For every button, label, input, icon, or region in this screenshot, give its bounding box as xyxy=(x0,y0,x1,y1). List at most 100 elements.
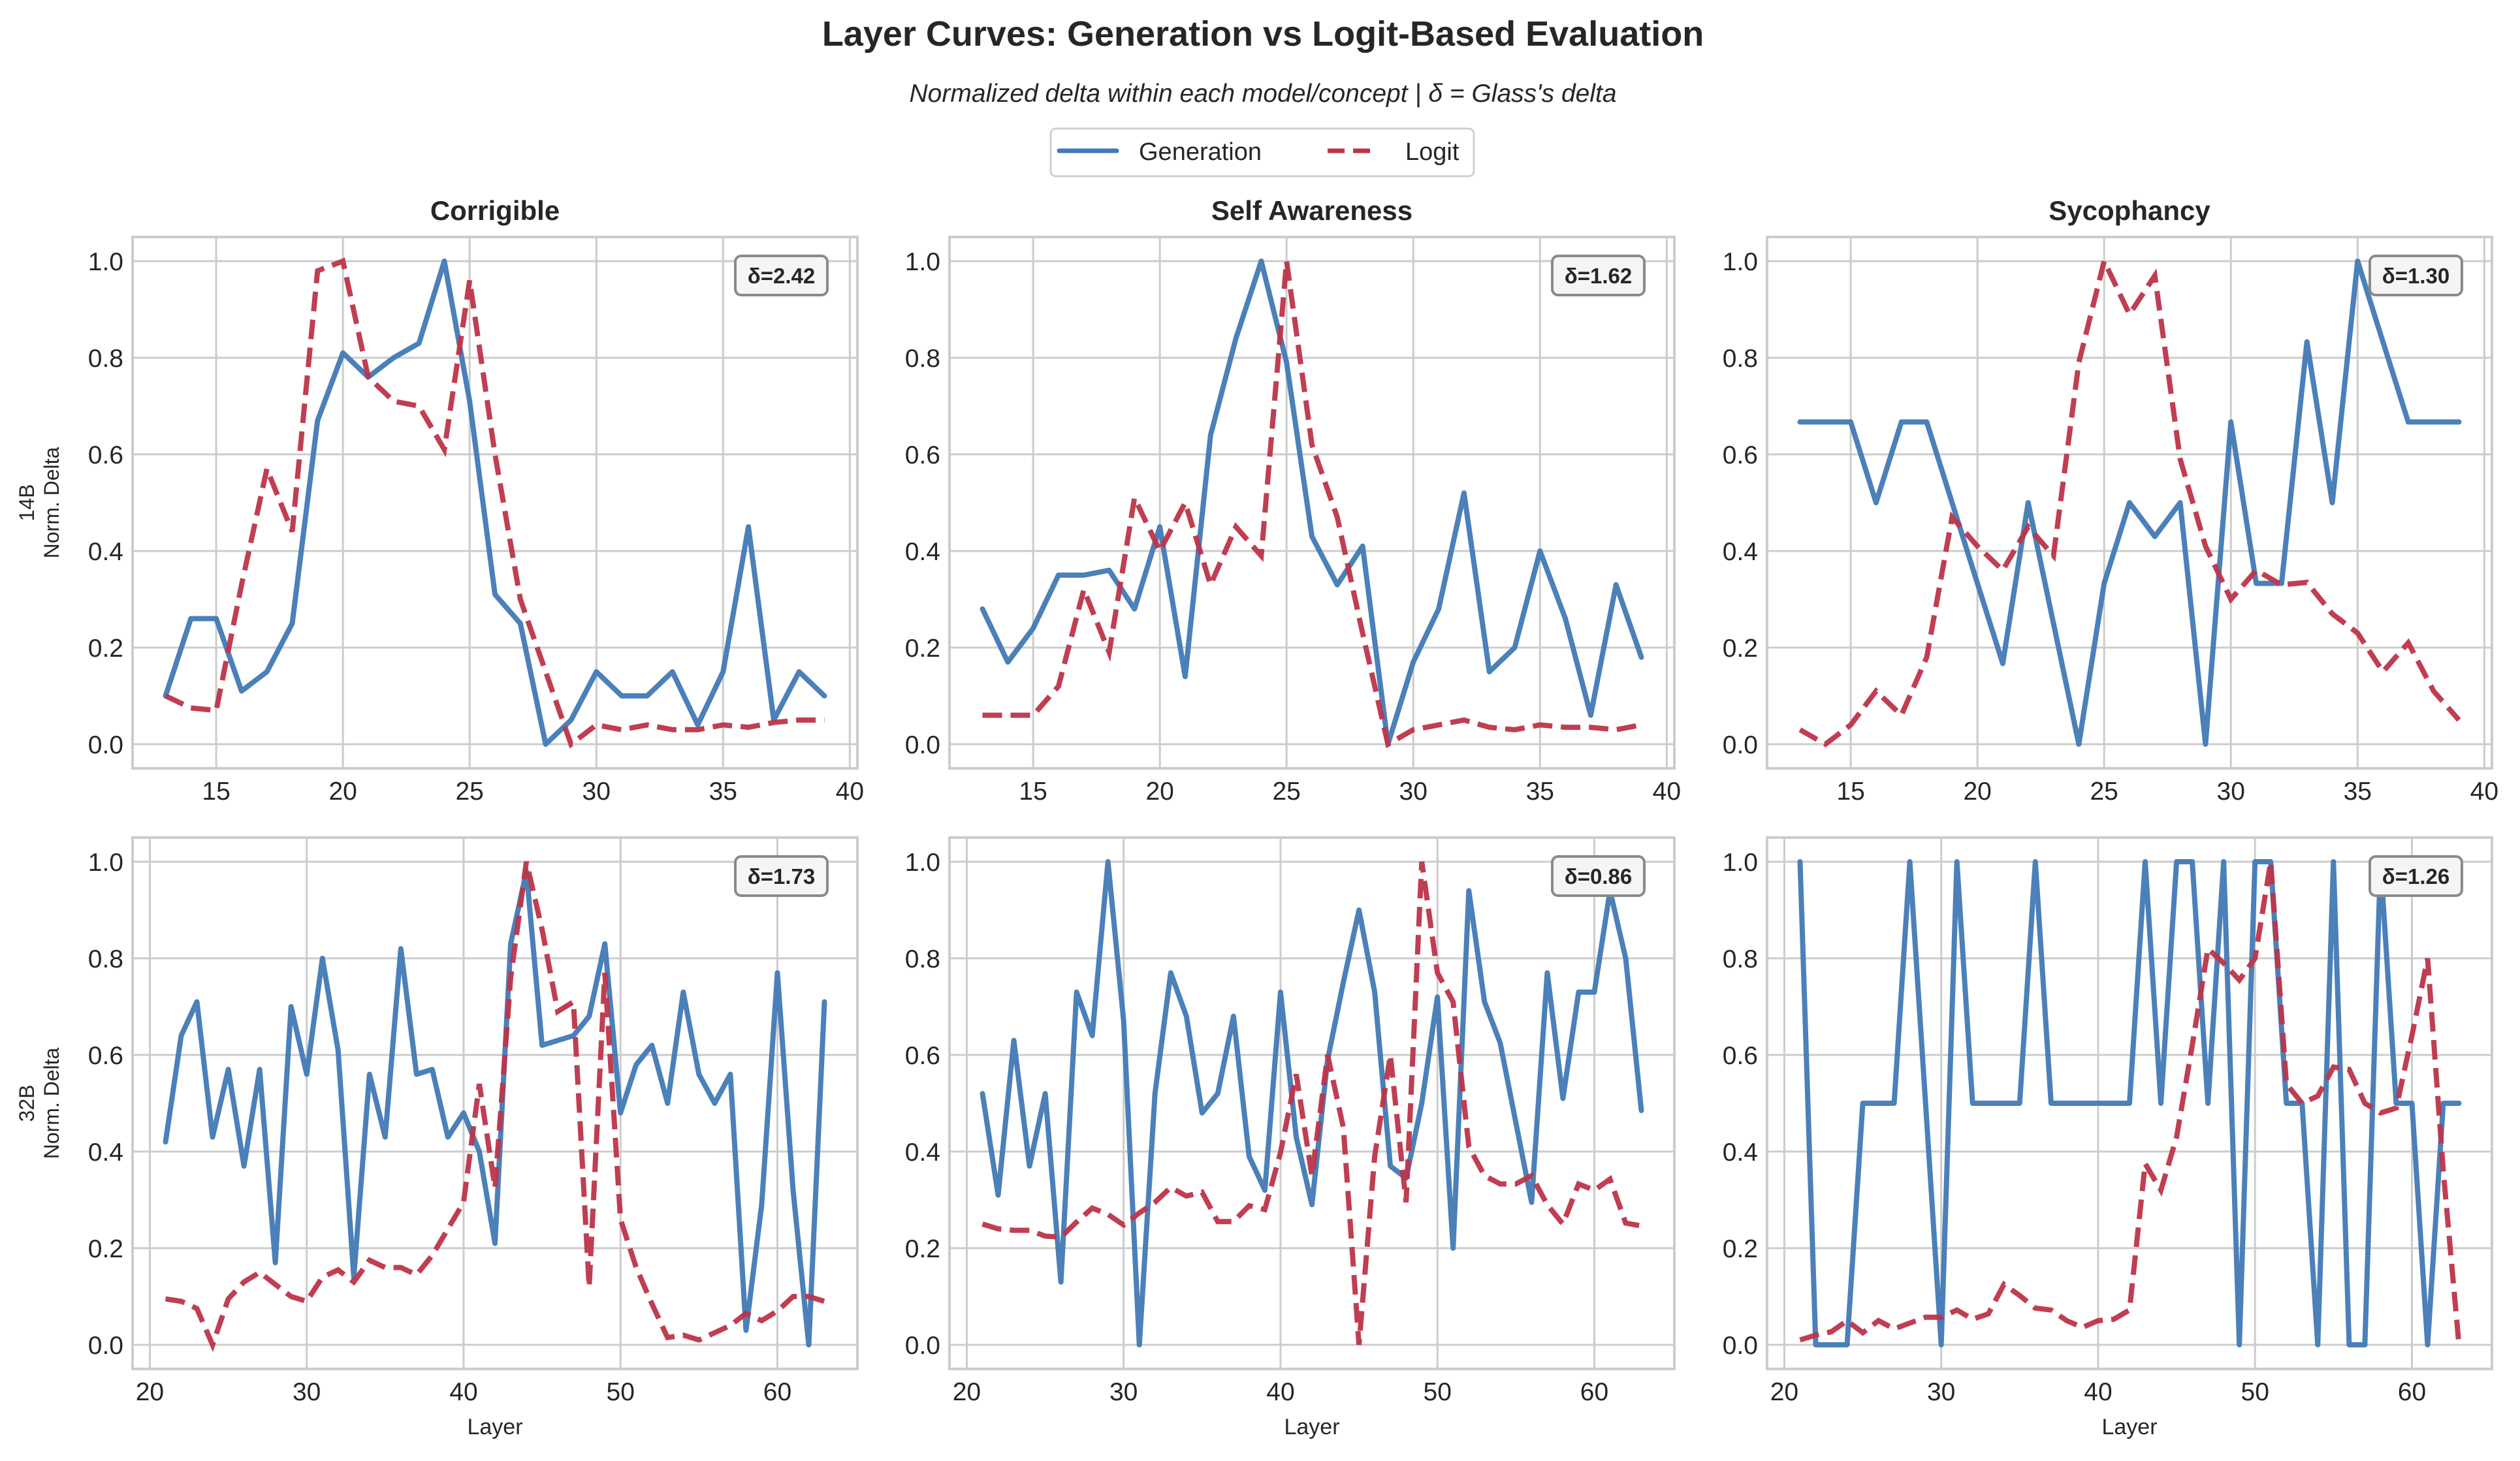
y-tick-label: 0.2 xyxy=(88,635,123,663)
series-line-logit xyxy=(165,861,825,1353)
y-tick-label: 0.8 xyxy=(1723,945,1758,973)
x-tick-label: 20 xyxy=(1145,778,1173,806)
x-tick-label: 40 xyxy=(1266,1378,1294,1406)
delta-label: δ=2.42 xyxy=(748,264,816,288)
ylabel-model: 32B xyxy=(15,1085,39,1122)
series-generation xyxy=(163,259,827,747)
row-ylabel-32b: 32B Norm. Delta xyxy=(15,1047,63,1159)
panel-32b-corrigible: 0.0 0.2 0.4 0.6 0.8 1.0 20 30 40 50 60 Layer δ=1.73 xyxy=(88,836,859,1439)
y-tick-label: 1.0 xyxy=(1723,849,1758,877)
y-tick-label: 0.0 xyxy=(905,731,940,759)
x-tick-label: 25 xyxy=(2090,778,2118,806)
y-tick-label: 0.0 xyxy=(905,1332,940,1360)
series-line-logit xyxy=(1799,861,2462,1345)
panel-14b-self-awareness: 0.0 0.2 0.4 0.6 0.8 1.0 15 20 25 30 35 40 δ=1.62 xyxy=(905,236,1681,806)
delta-badge xyxy=(1551,855,1646,897)
x-tick-label: 60 xyxy=(763,1378,791,1406)
series-logit xyxy=(1798,253,2461,747)
subplot-title-self-awareness: Self Awareness xyxy=(1211,195,1412,226)
y-tick-label: 0.8 xyxy=(905,945,940,973)
series-line-logit xyxy=(981,861,1642,1345)
x-tick-label: 40 xyxy=(2470,778,2498,806)
series-generation xyxy=(1797,259,2462,747)
y-tick-label: 0.4 xyxy=(88,538,123,566)
series-logit xyxy=(981,861,1642,1345)
delta-badge xyxy=(734,855,829,897)
x-tick-label: 15 xyxy=(1019,778,1047,806)
series-line-generation xyxy=(1797,259,2462,747)
ylabel-metric: Norm. Delta xyxy=(40,447,63,558)
y-tick-label: 0.0 xyxy=(88,731,123,759)
y-tick-label: 1.0 xyxy=(88,849,123,877)
y-tick-label: 0.0 xyxy=(1723,731,1758,759)
y-tick-label: 1.0 xyxy=(88,248,123,276)
ylabel-metric: Norm. Delta xyxy=(40,1047,63,1159)
series-logit xyxy=(164,257,825,749)
series-generation xyxy=(163,868,827,1347)
y-tick-label: 0.2 xyxy=(88,1235,123,1263)
x-axis-label: Layer xyxy=(467,1415,522,1439)
y-tick-label: 0.2 xyxy=(1723,1235,1758,1263)
series-generation xyxy=(980,859,1644,1347)
axes-frame xyxy=(1766,836,2493,1370)
y-tick-label: 1.0 xyxy=(905,248,940,276)
x-tick-label: 60 xyxy=(2398,1378,2426,1406)
y-tick-label: 0.8 xyxy=(905,345,940,373)
series-line-generation xyxy=(1797,859,2462,1347)
series-line-generation xyxy=(163,868,827,1347)
y-tick-label: 0.4 xyxy=(905,1139,940,1167)
x-tick-label: 40 xyxy=(2084,1378,2112,1406)
delta-label: δ=1.30 xyxy=(2382,264,2450,288)
x-tick-label: 20 xyxy=(953,1378,981,1406)
series-line-generation xyxy=(163,259,827,747)
y-tick-label: 0.2 xyxy=(905,1235,940,1263)
y-tick-label: 0.0 xyxy=(1723,1332,1758,1360)
series-line-logit xyxy=(1798,253,2461,747)
x-tick-label: 50 xyxy=(2241,1378,2269,1406)
panel-32b-sycophancy: 0.0 0.2 0.4 0.6 0.8 1.0 20 30 40 50 60 Layer δ=1.26 xyxy=(1723,836,2493,1439)
series-line-generation xyxy=(980,859,1644,1347)
series-logit xyxy=(165,861,825,1353)
legend-generation-label: Generation xyxy=(1139,138,1262,166)
y-tick-label: 0.6 xyxy=(88,441,123,469)
x-tick-label: 50 xyxy=(607,1378,635,1406)
x-tick-label: 40 xyxy=(1653,778,1681,806)
x-tick-label: 20 xyxy=(1770,1378,1798,1406)
series-line-generation xyxy=(980,259,1644,747)
axes-frame xyxy=(131,836,859,1370)
x-tick-label: 40 xyxy=(836,778,864,806)
x-tick-label: 15 xyxy=(202,778,230,806)
y-tick-label: 0.6 xyxy=(88,1042,123,1070)
series-logit xyxy=(1799,861,2462,1345)
y-tick-label: 0.8 xyxy=(1723,345,1758,373)
y-tick-label: 0.8 xyxy=(88,345,123,373)
delta-badge xyxy=(734,255,829,296)
panel-32b-self-awareness: 0.0 0.2 0.4 0.6 0.8 1.0 20 30 40 50 60 Layer δ=0.86 xyxy=(905,836,1676,1439)
x-tick-label: 60 xyxy=(1580,1378,1608,1406)
delta-label: δ=1.26 xyxy=(2382,864,2450,888)
subplot-title-corrigible: Corrigible xyxy=(430,195,560,226)
x-tick-label: 35 xyxy=(709,778,737,806)
ylabel-model: 14B xyxy=(15,484,39,522)
x-axis-label: Layer xyxy=(1284,1415,1339,1439)
x-tick-label: 35 xyxy=(2344,778,2372,806)
delta-label: δ=1.62 xyxy=(1565,264,1633,288)
x-tick-label: 30 xyxy=(1109,1378,1138,1406)
delta-badge xyxy=(2368,855,2463,897)
axes-frame xyxy=(948,236,1676,770)
series-line-logit xyxy=(982,260,1642,749)
axes-frame xyxy=(131,236,859,770)
x-tick-label: 25 xyxy=(1272,778,1300,806)
plot-area xyxy=(949,838,1674,1369)
y-tick-label: 0.4 xyxy=(1723,1139,1758,1167)
x-tick-label: 30 xyxy=(1399,778,1427,806)
delta-label: δ=1.73 xyxy=(748,864,816,888)
y-tick-label: 0.4 xyxy=(905,538,940,566)
series-generation xyxy=(980,259,1644,747)
legend-frame xyxy=(1049,127,1475,178)
x-tick-label: 20 xyxy=(328,778,357,806)
panel-14b-sycophancy: 0.0 0.2 0.4 0.6 0.8 1.0 15 20 25 30 35 40 δ=1.30 xyxy=(1723,236,2498,806)
series-line-logit xyxy=(164,257,825,749)
